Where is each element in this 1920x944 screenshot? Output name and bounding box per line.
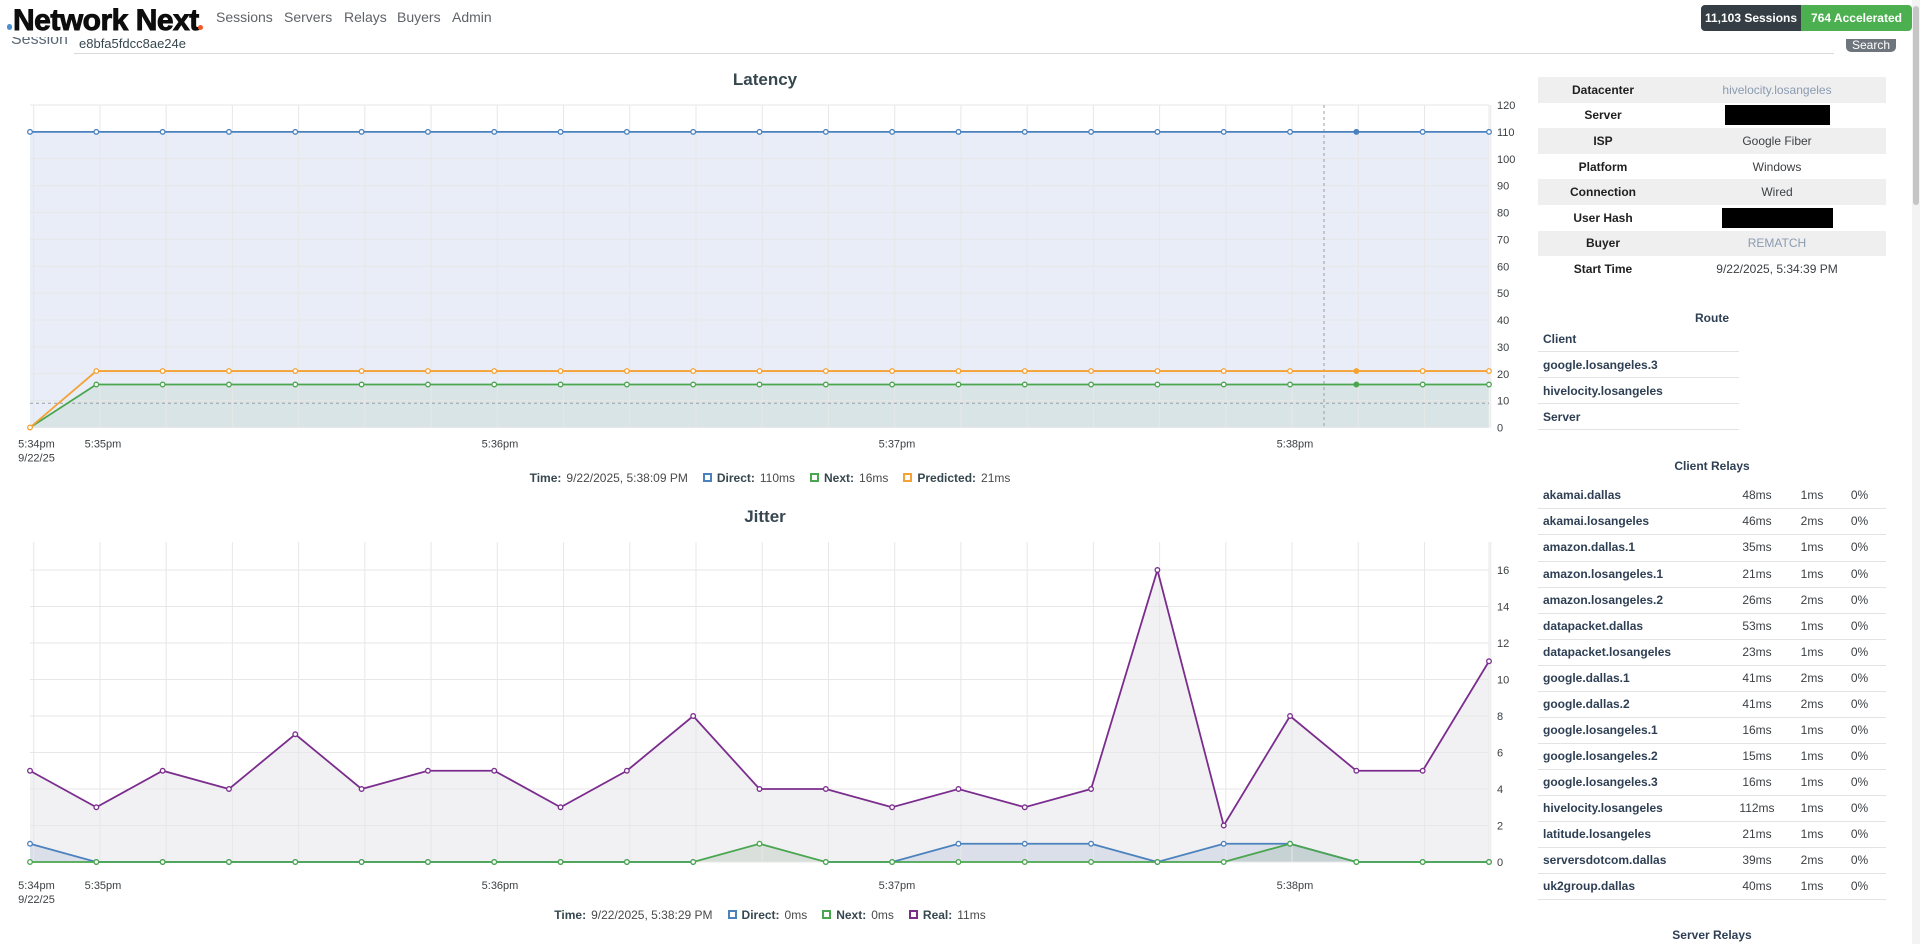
svg-text:40: 40 xyxy=(1497,315,1509,327)
svg-text:80: 80 xyxy=(1497,208,1509,220)
svg-text:5:35pm: 5:35pm xyxy=(85,439,122,451)
svg-text:5:35pm: 5:35pm xyxy=(85,880,122,892)
svg-text:5:34pm: 5:34pm xyxy=(18,439,55,451)
svg-text:90: 90 xyxy=(1497,181,1509,193)
svg-text:100: 100 xyxy=(1497,154,1515,166)
svg-text:50: 50 xyxy=(1497,288,1509,300)
svg-text:5:34pm: 5:34pm xyxy=(18,880,55,892)
svg-text:5:37pm: 5:37pm xyxy=(879,439,916,451)
svg-text:60: 60 xyxy=(1497,261,1509,273)
svg-text:16: 16 xyxy=(1497,565,1509,577)
svg-text:9/22/25: 9/22/25 xyxy=(18,453,55,465)
svg-text:30: 30 xyxy=(1497,342,1509,354)
svg-text:20: 20 xyxy=(1497,369,1509,381)
svg-text:70: 70 xyxy=(1497,234,1509,246)
svg-text:5:38pm: 5:38pm xyxy=(1277,880,1314,892)
svg-text:14: 14 xyxy=(1497,602,1509,614)
svg-text:2: 2 xyxy=(1497,821,1503,833)
svg-text:5:37pm: 5:37pm xyxy=(879,880,916,892)
svg-text:0: 0 xyxy=(1497,423,1503,435)
svg-text:5:36pm: 5:36pm xyxy=(482,880,519,892)
svg-text:120: 120 xyxy=(1497,100,1515,112)
svg-text:110: 110 xyxy=(1497,127,1515,139)
svg-text:10: 10 xyxy=(1497,396,1509,408)
svg-text:6: 6 xyxy=(1497,748,1503,760)
svg-text:8: 8 xyxy=(1497,711,1503,723)
svg-text:0: 0 xyxy=(1497,857,1503,869)
svg-text:4: 4 xyxy=(1497,784,1503,796)
svg-text:10: 10 xyxy=(1497,675,1509,687)
svg-text:9/22/25: 9/22/25 xyxy=(18,894,55,906)
svg-text:5:38pm: 5:38pm xyxy=(1277,439,1314,451)
svg-text:5:36pm: 5:36pm xyxy=(482,439,519,451)
svg-text:12: 12 xyxy=(1497,638,1509,650)
